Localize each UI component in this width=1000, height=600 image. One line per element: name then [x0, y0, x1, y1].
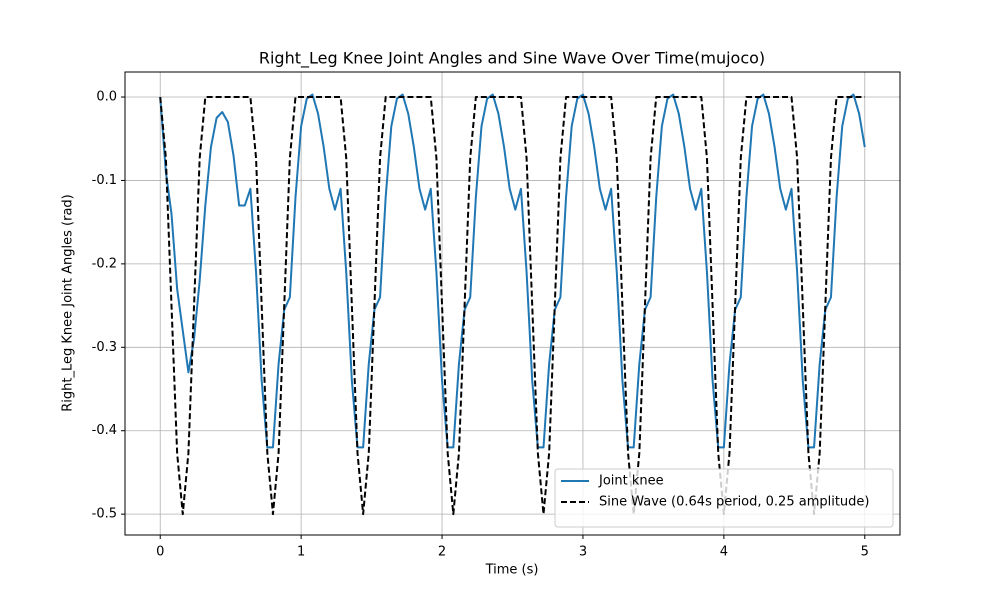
legend: Joint knee Sine Wave (0.64s period, 0.25 …	[554, 468, 894, 528]
chart-title: Right_Leg Knee Joint Angles and Sine Wav…	[259, 49, 765, 69]
x-tick-label: 3	[579, 545, 587, 560]
y-tick-label: -0.2	[92, 256, 117, 271]
plot-frame	[124, 71, 901, 536]
x-tick-label: 1	[297, 545, 305, 560]
x-tick-label: 5	[861, 545, 869, 560]
x-tick-label: 2	[438, 545, 446, 560]
y-tick-label: -0.5	[92, 507, 117, 522]
x-tick-label: 4	[720, 545, 728, 560]
y-tick-label: -0.3	[92, 340, 117, 355]
legend-label: Sine Wave (0.64s period, 0.25 amplitude)	[599, 495, 870, 510]
legend-box	[554, 468, 894, 528]
y-tick-label: 0.0	[96, 90, 117, 105]
x-axis-label: Time (s)	[485, 563, 539, 578]
x-tick-label: 0	[156, 545, 164, 560]
legend-label: Joint knee	[598, 474, 664, 489]
series-line	[159, 93, 866, 449]
series-line	[159, 96, 865, 516]
y-tick-label: -0.4	[92, 423, 117, 438]
y-tick-label: -0.1	[92, 173, 117, 188]
y-axis-label: Right_Leg Knee Joint Angles (rad)	[61, 194, 76, 412]
